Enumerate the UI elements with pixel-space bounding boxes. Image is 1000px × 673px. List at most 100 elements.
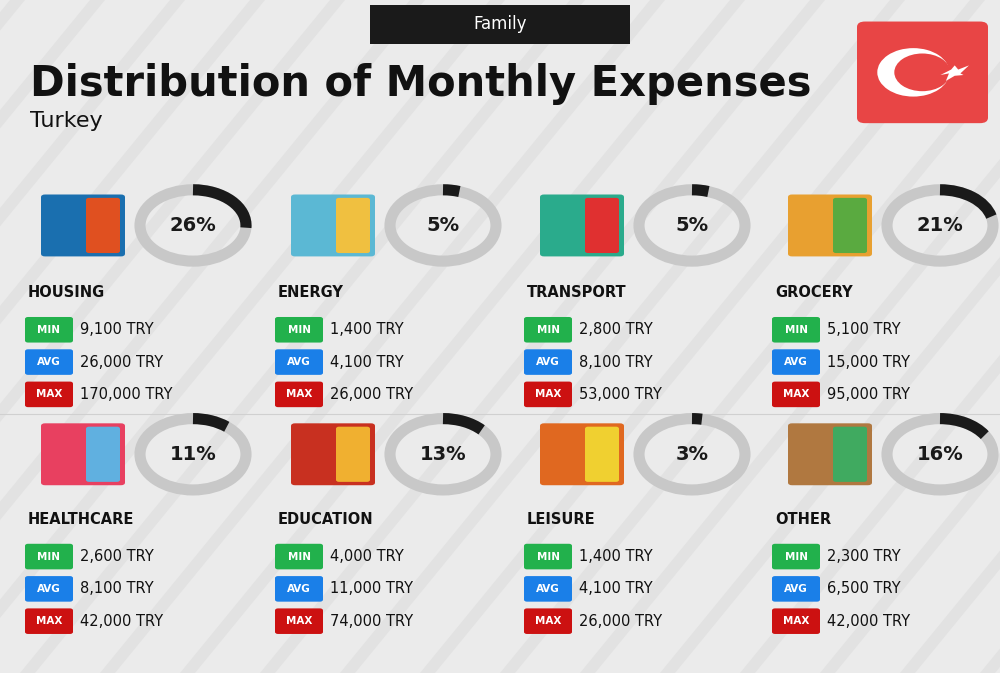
Text: MAX: MAX — [535, 390, 561, 399]
Text: 6,500 TRY: 6,500 TRY — [827, 581, 901, 596]
Text: TRANSPORT: TRANSPORT — [527, 285, 627, 300]
Text: 4,100 TRY: 4,100 TRY — [579, 581, 653, 596]
Text: ENERGY: ENERGY — [278, 285, 344, 300]
Text: MAX: MAX — [783, 390, 809, 399]
FancyBboxPatch shape — [275, 576, 323, 602]
FancyBboxPatch shape — [772, 317, 820, 343]
Polygon shape — [980, 0, 1000, 673]
Polygon shape — [180, 0, 745, 673]
FancyBboxPatch shape — [25, 608, 73, 634]
Text: AVG: AVG — [37, 584, 61, 594]
Polygon shape — [0, 0, 25, 673]
Text: MIN: MIN — [536, 325, 560, 334]
Polygon shape — [940, 65, 969, 81]
Text: 26%: 26% — [170, 216, 216, 235]
Polygon shape — [0, 0, 185, 673]
Text: 42,000 TRY: 42,000 TRY — [80, 614, 163, 629]
Text: OTHER: OTHER — [775, 512, 831, 527]
Text: 95,000 TRY: 95,000 TRY — [827, 387, 910, 402]
Text: 5%: 5% — [426, 216, 460, 235]
Text: GROCERY: GROCERY — [775, 285, 853, 300]
FancyBboxPatch shape — [25, 544, 73, 569]
Text: AVG: AVG — [287, 584, 311, 594]
Text: 5%: 5% — [675, 216, 709, 235]
FancyBboxPatch shape — [772, 608, 820, 634]
Text: MIN: MIN — [784, 552, 808, 561]
Text: MIN: MIN — [536, 552, 560, 561]
Text: HOUSING: HOUSING — [28, 285, 105, 300]
FancyBboxPatch shape — [25, 576, 73, 602]
Text: 74,000 TRY: 74,000 TRY — [330, 614, 413, 629]
Text: 5,100 TRY: 5,100 TRY — [827, 322, 901, 337]
FancyBboxPatch shape — [370, 5, 630, 44]
FancyBboxPatch shape — [41, 194, 125, 256]
FancyBboxPatch shape — [86, 198, 120, 253]
Polygon shape — [0, 0, 105, 673]
FancyBboxPatch shape — [336, 198, 370, 253]
FancyBboxPatch shape — [25, 317, 73, 343]
Text: 42,000 TRY: 42,000 TRY — [827, 614, 910, 629]
Text: 8,100 TRY: 8,100 TRY — [80, 581, 154, 596]
Text: 13%: 13% — [420, 445, 466, 464]
Text: MAX: MAX — [286, 390, 312, 399]
Text: 1,400 TRY: 1,400 TRY — [330, 322, 404, 337]
Text: Family: Family — [473, 15, 527, 33]
FancyBboxPatch shape — [524, 382, 572, 407]
FancyBboxPatch shape — [524, 576, 572, 602]
Text: AVG: AVG — [287, 357, 311, 367]
Text: 2,800 TRY: 2,800 TRY — [579, 322, 653, 337]
Text: 53,000 TRY: 53,000 TRY — [579, 387, 662, 402]
Text: Distribution of Monthly Expenses: Distribution of Monthly Expenses — [30, 63, 812, 105]
FancyBboxPatch shape — [585, 198, 619, 253]
FancyBboxPatch shape — [772, 349, 820, 375]
Text: 26,000 TRY: 26,000 TRY — [80, 355, 163, 369]
Text: MIN: MIN — [288, 325, 311, 334]
Text: MAX: MAX — [36, 390, 62, 399]
Text: MIN: MIN — [38, 552, 60, 561]
Text: 1,400 TRY: 1,400 TRY — [579, 549, 653, 564]
Text: AVG: AVG — [784, 357, 808, 367]
FancyBboxPatch shape — [25, 382, 73, 407]
Polygon shape — [100, 0, 665, 673]
FancyBboxPatch shape — [772, 544, 820, 569]
Text: 11,000 TRY: 11,000 TRY — [330, 581, 413, 596]
FancyBboxPatch shape — [540, 194, 624, 256]
Text: MAX: MAX — [286, 616, 312, 626]
Text: 9,100 TRY: 9,100 TRY — [80, 322, 154, 337]
Text: AVG: AVG — [536, 584, 560, 594]
Text: 15,000 TRY: 15,000 TRY — [827, 355, 910, 369]
Polygon shape — [580, 0, 1000, 673]
Polygon shape — [900, 0, 1000, 673]
Text: MIN: MIN — [38, 325, 60, 334]
Wedge shape — [877, 48, 949, 97]
Polygon shape — [740, 0, 1000, 673]
Polygon shape — [660, 0, 1000, 673]
FancyBboxPatch shape — [857, 22, 988, 123]
Polygon shape — [420, 0, 985, 673]
Text: MIN: MIN — [288, 552, 311, 561]
Text: AVG: AVG — [37, 357, 61, 367]
FancyBboxPatch shape — [772, 382, 820, 407]
Text: MIN: MIN — [784, 325, 808, 334]
FancyBboxPatch shape — [275, 317, 323, 343]
Polygon shape — [340, 0, 905, 673]
Text: 4,000 TRY: 4,000 TRY — [330, 549, 404, 564]
FancyBboxPatch shape — [524, 349, 572, 375]
Polygon shape — [0, 0, 345, 673]
Polygon shape — [260, 0, 825, 673]
FancyBboxPatch shape — [25, 349, 73, 375]
FancyBboxPatch shape — [788, 194, 872, 256]
Text: 21%: 21% — [917, 216, 963, 235]
FancyBboxPatch shape — [833, 198, 867, 253]
Text: 4,100 TRY: 4,100 TRY — [330, 355, 404, 369]
FancyBboxPatch shape — [291, 423, 375, 485]
FancyBboxPatch shape — [86, 427, 120, 482]
Text: 26,000 TRY: 26,000 TRY — [330, 387, 413, 402]
FancyBboxPatch shape — [524, 317, 572, 343]
Text: 16%: 16% — [917, 445, 963, 464]
FancyBboxPatch shape — [585, 427, 619, 482]
Text: Turkey: Turkey — [30, 111, 103, 131]
Polygon shape — [0, 0, 505, 673]
Circle shape — [894, 54, 950, 92]
FancyBboxPatch shape — [772, 576, 820, 602]
